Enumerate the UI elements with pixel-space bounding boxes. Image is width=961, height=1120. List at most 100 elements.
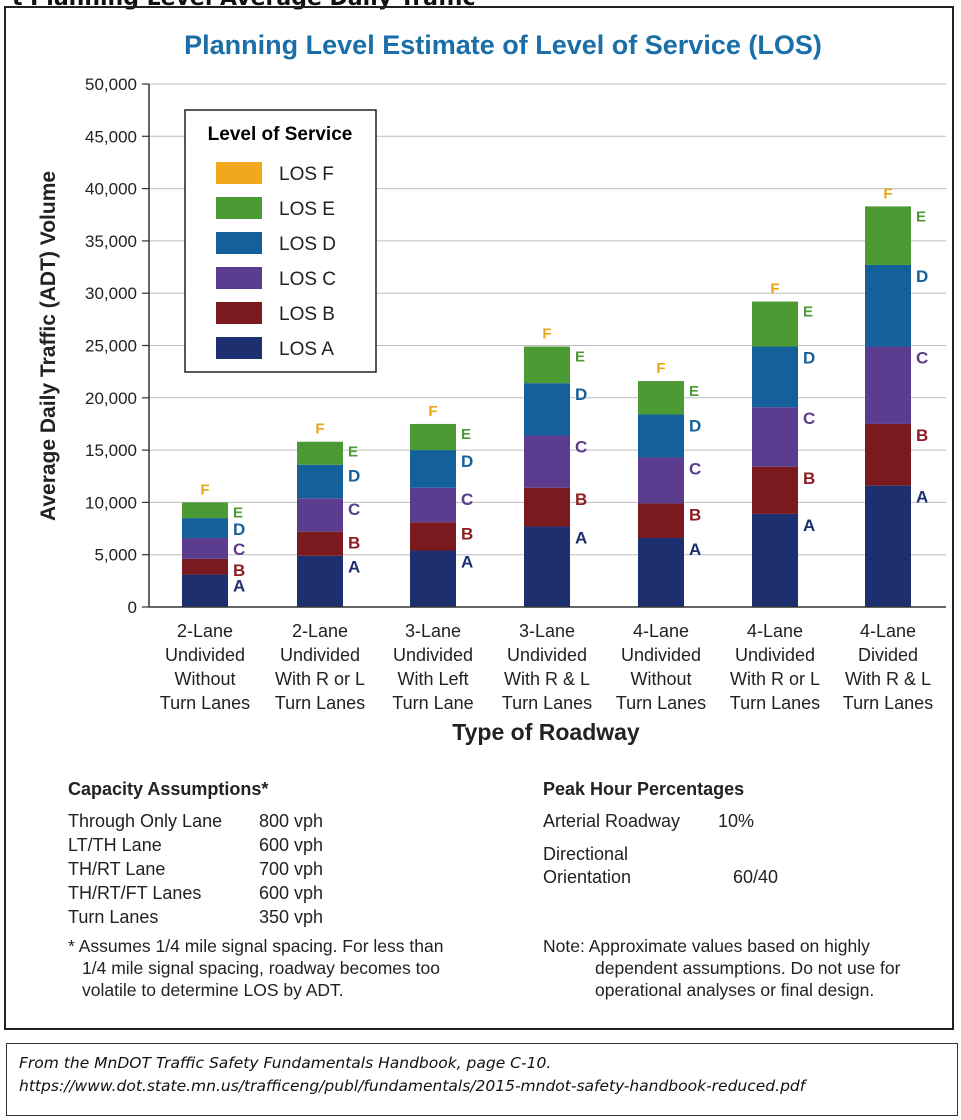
x-category-label: Turn Lanes [730, 693, 820, 713]
segment-label-b: B [916, 426, 928, 445]
segment-label-a: A [575, 528, 587, 547]
x-category-label: Turn Lanes [502, 693, 592, 713]
bar-segment-c [410, 487, 456, 523]
bar-segment-d [297, 464, 343, 499]
bar-segment-c [182, 537, 228, 559]
segment-label-e: E [233, 504, 243, 521]
note-line-1: Note: Approximate values based on highly [543, 936, 870, 956]
segment-label-e: E [916, 208, 926, 225]
segment-label-c: C [803, 409, 815, 428]
legend-label-c: LOS C [279, 269, 336, 290]
segment-label-e: E [803, 304, 813, 321]
x-category-label: 2-Lane [177, 621, 233, 641]
capacity-label: Through Only Lane [68, 811, 223, 831]
capacity-label: LT/TH Lane [68, 835, 162, 855]
bar-segment-d [524, 383, 570, 436]
bar-segment-a [297, 555, 343, 607]
arterial-label: Arterial Roadway [543, 811, 681, 831]
bar-segment-b [410, 522, 456, 551]
bar-segment-e [182, 502, 228, 519]
legend-label-e: LOS E [279, 199, 335, 220]
segment-label-a: A [916, 488, 928, 507]
x-category-label: Divided [858, 645, 918, 665]
capacity-value: 700 vph [259, 859, 324, 879]
segment-label-b: B [575, 490, 587, 509]
peak-heading: Peak Hour Percentages [543, 779, 745, 799]
x-category-label: With R or L [275, 669, 365, 689]
legend-swatch-f [216, 162, 262, 184]
x-category-label: Undivided [621, 645, 701, 665]
bar-segment-e [410, 423, 456, 451]
capacity-label: Turn Lanes [68, 907, 159, 927]
bar-segment-a [524, 526, 570, 607]
peak-note: Note: Approximate values based on highly… [543, 935, 900, 1001]
footnote-line-2: 1/4 mile signal spacing, roadway becomes… [82, 958, 440, 978]
capacity-heading: Capacity Assumptions* [68, 779, 269, 799]
bar-segment-c [638, 457, 684, 504]
capacity-footnote: * Assumes 1/4 mile signal spacing. For l… [68, 935, 443, 1001]
y-tick-label: 40,000 [85, 180, 137, 199]
directional-label-1: Directional [543, 844, 629, 864]
bar-segment-c [297, 498, 343, 532]
legend-swatch-e [216, 197, 262, 219]
los-chart: Planning Level Estimate of Level of Serv… [37, 30, 946, 745]
bar-segment-c [752, 407, 798, 467]
x-category-label: Without [630, 669, 691, 689]
x-category-label: With Left [397, 669, 468, 689]
segment-label-b: B [233, 561, 245, 580]
capacity-value: 600 vph [259, 883, 324, 903]
y-tick-label: 15,000 [85, 441, 137, 460]
bar-segment-a [752, 513, 798, 607]
bar-segment-a [865, 485, 911, 607]
segment-label-d: D [461, 452, 473, 471]
x-category-label: 3-Lane [405, 621, 461, 641]
x-category-label: Undivided [735, 645, 815, 665]
bar-segment-b [524, 487, 570, 527]
segment-label-e: E [348, 444, 358, 461]
y-tick-label: 50,000 [85, 75, 137, 94]
capacity-label: TH/RT Lane [68, 859, 166, 879]
y-tick-label: 10,000 [85, 493, 137, 512]
bar-segment-b [182, 558, 228, 575]
capacity-label: TH/RT/FT Lanes [68, 883, 202, 903]
x-category-label: 4-Lane [633, 621, 689, 641]
segment-label-f: F [542, 326, 551, 343]
segment-label-b: B [803, 469, 815, 488]
footnote-line-1: * Assumes 1/4 mile signal spacing. For l… [68, 936, 444, 956]
source-line-2: https://www.dot.state.mn.us/trafficeng/p… [19, 1077, 806, 1095]
segment-label-c: C [575, 437, 587, 456]
source-line-1: From the MnDOT Traffic Safety Fundamenta… [19, 1054, 552, 1072]
x-category-label: Turn Lanes [160, 693, 250, 713]
segment-label-c: C [689, 459, 701, 478]
bars [182, 206, 911, 607]
directional-label-2: Orientation [543, 867, 632, 887]
legend-label-b: LOS B [279, 304, 335, 325]
directional-value: 60/40 [733, 867, 779, 887]
bar-segment-c [524, 435, 570, 488]
segment-label-e: E [689, 383, 699, 400]
footnote-line-3: volatile to determine LOS by ADT. [82, 980, 344, 1000]
bar-segment-e [524, 346, 570, 384]
legend-label-d: LOS D [279, 234, 336, 255]
bar-segment-d [410, 450, 456, 488]
y-tick-label: 30,000 [85, 284, 137, 303]
legend-items: LOS F LOS E LOS D LOS C LOS B LOS A [216, 162, 336, 360]
cropped-heading: t Planning Level Average Daily Traffic [0, 0, 961, 16]
cropped-heading-text: t Planning Level Average Daily Traffic [12, 0, 476, 11]
segment-label-f: F [883, 185, 892, 202]
bar-segment-a [182, 574, 228, 607]
source-caption: From the MnDOT Traffic Safety Fundamenta… [6, 1043, 958, 1116]
bar-segment-b [297, 531, 343, 556]
x-category-label: With R & L [845, 669, 931, 689]
arterial-value: 10% [718, 811, 755, 831]
y-axis-ticks: 0 5,000 10,000 15,000 20,000 25,000 30,000 35,0… [85, 75, 149, 617]
legend-label-a: LOS A [279, 339, 334, 360]
segment-label-a: A [233, 577, 245, 596]
segment-label-c: C [461, 490, 473, 509]
segment-label-e: E [461, 426, 471, 443]
x-category-label: Turn Lanes [843, 693, 933, 713]
y-tick-label: 5,000 [94, 546, 137, 565]
bar-segment-d [182, 518, 228, 538]
bar-segment-b [865, 423, 911, 486]
